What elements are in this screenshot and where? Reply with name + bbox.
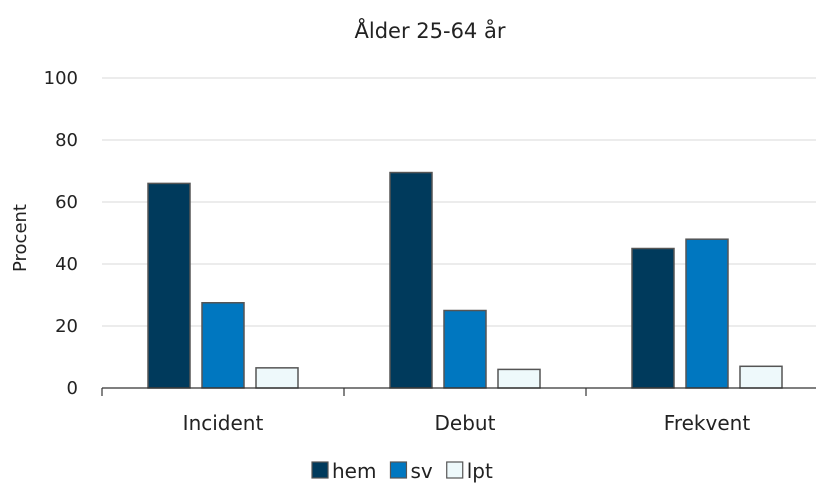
x-tick-label: Frekvent <box>664 411 751 435</box>
legend-label-lpt: lpt <box>467 459 493 483</box>
legend-label-sv: sv <box>410 459 432 483</box>
y-tick-label: 60 <box>55 192 78 213</box>
y-tick-label: 20 <box>55 316 78 337</box>
bar-lpt-incident <box>255 367 299 389</box>
x-tick-label: Incident <box>183 411 264 435</box>
bar-sv-incident <box>201 302 245 389</box>
chart-title: Ålder 25-64 år <box>355 17 506 43</box>
legend-label-hem: hem <box>332 459 376 483</box>
x-tick-label: Debut <box>435 411 496 435</box>
bar-sv-frekvent <box>685 238 729 389</box>
y-axis-label: Procent <box>10 204 31 272</box>
y-tick-label: 0 <box>67 378 78 399</box>
bar-hem-debut <box>389 171 433 389</box>
bar-lpt-frekvent <box>739 365 783 389</box>
bar-hem-frekvent <box>631 247 675 389</box>
axes: 0 20 40 60 80 100 Incident Debut Frekvent <box>44 68 816 435</box>
y-tick-label: 40 <box>55 254 78 275</box>
legend-swatch-sv <box>389 461 408 479</box>
y-tick-label: 80 <box>55 130 78 151</box>
bar-lpt-debut <box>497 368 541 389</box>
y-tick-label: 100 <box>44 68 78 89</box>
bar-hem-incident <box>147 182 191 389</box>
legend: hem sv lpt <box>311 459 493 483</box>
bars <box>147 171 783 389</box>
bar-sv-debut <box>443 309 487 389</box>
legend-swatch-hem <box>311 461 329 479</box>
legend-swatch-lpt <box>446 461 464 479</box>
